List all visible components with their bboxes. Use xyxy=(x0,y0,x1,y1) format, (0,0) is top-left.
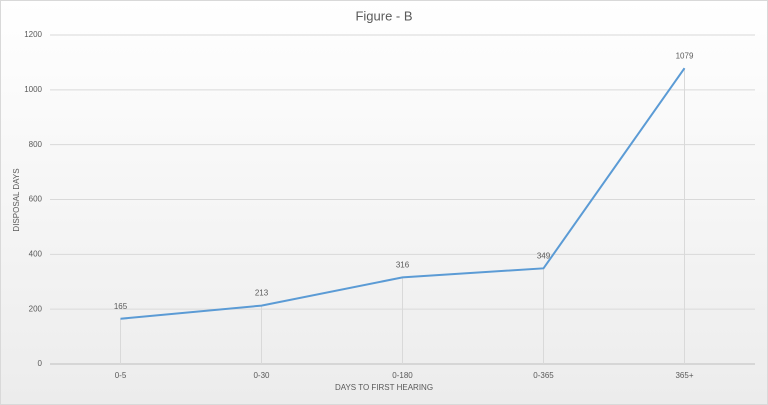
x-tick-label: 0-180 xyxy=(392,371,413,380)
y-tick-label: 1000 xyxy=(24,85,42,94)
x-tick-label: 365+ xyxy=(675,371,693,380)
x-tick-label: 0-365 xyxy=(533,371,554,380)
data-label: 1079 xyxy=(676,51,694,60)
y-tick-label: 600 xyxy=(29,195,43,204)
y-tick-label: 0 xyxy=(38,359,43,368)
y-tick-label: 1200 xyxy=(24,30,42,39)
data-label: 165 xyxy=(114,302,128,311)
data-label: 213 xyxy=(255,289,269,298)
x-tick-label: 0-5 xyxy=(115,371,127,380)
chart-title: Figure - B xyxy=(355,8,412,23)
x-axis-label: DAYS TO FIRST HEARING xyxy=(335,383,433,392)
y-tick-label: 200 xyxy=(29,304,43,313)
y-tick-label: 800 xyxy=(29,140,43,149)
data-line xyxy=(120,67,686,320)
y-axis-label: DISPOSAL DAYS xyxy=(12,168,21,231)
data-label: 349 xyxy=(537,251,551,260)
x-tick-label: 0-30 xyxy=(253,371,270,380)
y-tick-label: 400 xyxy=(29,249,43,258)
data-label: 316 xyxy=(396,260,410,269)
